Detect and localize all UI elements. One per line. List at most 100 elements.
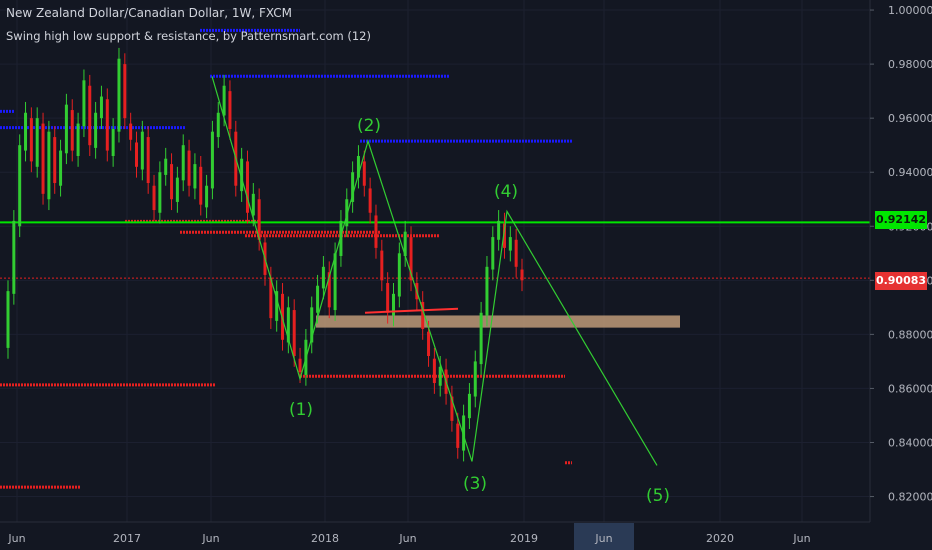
price-tick-label: 1.00000 xyxy=(888,4,932,17)
candle-body xyxy=(170,164,174,200)
elliott-wave-labels: (1) (2) (3) (4) (5) xyxy=(289,116,670,506)
candle-body xyxy=(193,164,197,189)
candle-body xyxy=(240,158,244,192)
candle-body xyxy=(59,150,63,186)
wave-label: (3) xyxy=(463,474,487,494)
time-tick-label: 2017 xyxy=(113,532,141,545)
candle-body xyxy=(508,237,512,251)
elliott-wave-lines xyxy=(211,76,658,466)
price-tick-label: 0.82000 xyxy=(888,491,932,504)
time-highlight xyxy=(574,523,634,550)
candle-body xyxy=(6,291,10,348)
candle-body xyxy=(467,393,471,419)
candle-body xyxy=(327,272,331,308)
current-price-tag: 0.90083 xyxy=(875,272,927,290)
candle-body xyxy=(117,58,121,132)
candle-body xyxy=(438,366,442,386)
wave-label: (2) xyxy=(357,116,381,136)
candle-body xyxy=(456,423,460,448)
candle-body xyxy=(140,131,144,170)
candle-body xyxy=(403,231,407,256)
candle-body xyxy=(158,172,162,213)
candle-body xyxy=(292,310,296,356)
candle-body xyxy=(146,137,150,184)
candle-body xyxy=(316,285,320,313)
candle-body xyxy=(82,80,86,127)
candle-body xyxy=(380,250,384,281)
candle-body xyxy=(497,220,501,240)
candle-body xyxy=(386,283,390,313)
candle-body xyxy=(502,223,506,248)
time-tick-label: Jun xyxy=(201,532,219,545)
time-tick-label: Jun xyxy=(792,532,810,545)
time-tick-label: Jun xyxy=(7,532,25,545)
candle-body xyxy=(479,312,483,365)
candle-body xyxy=(29,118,33,162)
candle-body xyxy=(199,166,203,205)
candle-body xyxy=(257,199,261,240)
candle-body xyxy=(427,331,431,356)
indicator-label: Swing high low support & resistance, by … xyxy=(6,29,371,43)
candle-body xyxy=(94,112,98,148)
wave-path xyxy=(211,76,658,466)
candle-body xyxy=(392,293,395,316)
candle-body xyxy=(135,142,138,167)
candle-body xyxy=(245,161,249,213)
time-tick-label: 2019 xyxy=(510,532,538,545)
candle-body xyxy=(123,64,127,119)
candle-body xyxy=(356,156,360,178)
candle-body xyxy=(228,91,232,129)
price-tick-label: 0.96000 xyxy=(888,112,932,125)
candle-body xyxy=(462,415,466,451)
candle-body xyxy=(339,220,343,256)
demand-zone xyxy=(316,315,680,328)
candles xyxy=(6,47,524,462)
candle-body xyxy=(164,158,168,175)
candle-body xyxy=(368,188,372,213)
candle-body xyxy=(210,131,214,189)
candle-body xyxy=(105,99,109,151)
candle-body xyxy=(129,123,133,140)
candle-body xyxy=(35,118,39,167)
candle-body xyxy=(409,237,413,281)
candle-body xyxy=(175,177,179,202)
candle-body xyxy=(491,237,495,270)
support-resistance-levels xyxy=(0,28,870,489)
price-tick-label: 0.94000 xyxy=(888,166,932,179)
demand-zone-rect xyxy=(316,315,680,328)
candle-body xyxy=(53,137,57,184)
candle-body xyxy=(310,307,314,343)
time-tick-label: Jun xyxy=(398,532,416,545)
candle-body xyxy=(111,128,115,156)
candle-body xyxy=(187,150,191,186)
candle-body xyxy=(485,266,489,316)
candle-body xyxy=(520,269,524,281)
candle-body xyxy=(24,112,28,151)
candle-body xyxy=(432,358,436,384)
red-trendline xyxy=(364,307,459,314)
candle-body xyxy=(181,145,185,181)
candle-body xyxy=(251,193,255,216)
candle-body xyxy=(362,161,366,186)
candle-body xyxy=(351,172,355,202)
time-tick-label: 2020 xyxy=(706,532,734,545)
candle-body xyxy=(70,110,74,151)
time-tick-label: Jun xyxy=(594,532,612,545)
candle-body xyxy=(18,145,22,227)
wave-label: (1) xyxy=(289,400,313,420)
candle-body xyxy=(286,307,290,343)
candle-body xyxy=(99,96,103,119)
candle-body xyxy=(216,112,220,138)
candle-body xyxy=(514,239,518,267)
candle-body xyxy=(321,266,325,289)
chart-title: New Zealand Dollar/Canadian Dollar, 1W, … xyxy=(6,6,292,20)
time-tick-label: 2018 xyxy=(311,532,339,545)
candle-body xyxy=(345,199,349,227)
price-tick-label: 0.98000 xyxy=(888,58,932,71)
price-tick-label: 0.86000 xyxy=(888,382,932,395)
candle-body xyxy=(41,123,45,194)
candle-body xyxy=(47,131,51,200)
candle-body xyxy=(333,253,337,311)
